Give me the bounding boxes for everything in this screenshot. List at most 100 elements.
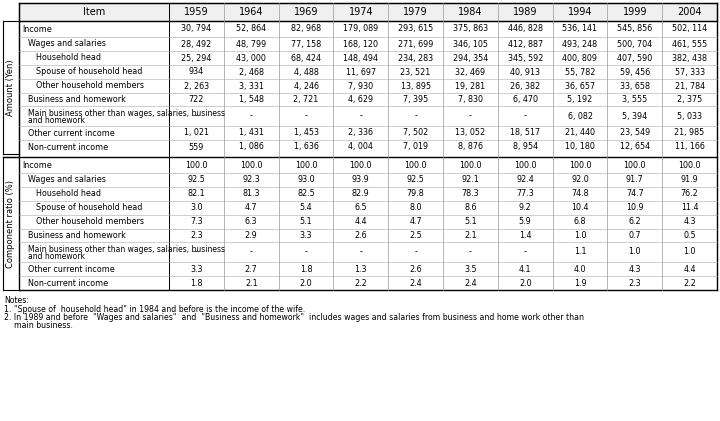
- Text: 3.0: 3.0: [190, 203, 202, 213]
- Text: 77, 158: 77, 158: [291, 40, 321, 48]
- Text: -: -: [359, 248, 362, 256]
- Text: 82.9: 82.9: [352, 189, 369, 198]
- Text: 1.0: 1.0: [683, 248, 696, 256]
- Text: 5, 192: 5, 192: [567, 95, 593, 104]
- Text: 68, 424: 68, 424: [291, 53, 321, 62]
- Text: 2.6: 2.6: [354, 231, 367, 240]
- Text: 1984: 1984: [458, 7, 482, 17]
- Text: 8.6: 8.6: [464, 203, 477, 213]
- Text: -: -: [523, 248, 526, 256]
- Text: 412, 887: 412, 887: [508, 40, 543, 48]
- Text: 2.1: 2.1: [245, 279, 258, 288]
- Text: 55, 782: 55, 782: [564, 67, 595, 77]
- Text: and homework: and homework: [28, 116, 85, 125]
- Text: 2.5: 2.5: [409, 231, 422, 240]
- Text: 4, 004: 4, 004: [348, 142, 373, 152]
- Text: 234, 283: 234, 283: [398, 53, 433, 62]
- Text: -: -: [414, 112, 417, 120]
- Text: Household head: Household head: [36, 53, 101, 62]
- Text: 25, 294: 25, 294: [181, 53, 212, 62]
- Text: 461, 555: 461, 555: [672, 40, 707, 48]
- Text: 1.8: 1.8: [300, 264, 312, 274]
- Text: 2, 336: 2, 336: [348, 128, 373, 138]
- Text: 1, 636: 1, 636: [294, 142, 318, 152]
- Text: 1964: 1964: [239, 7, 264, 17]
- Text: 168, 120: 168, 120: [343, 40, 378, 48]
- Text: 92.4: 92.4: [516, 176, 534, 184]
- Text: 82.1: 82.1: [188, 189, 205, 198]
- Text: 536, 141: 536, 141: [562, 24, 598, 34]
- Text: 9.2: 9.2: [519, 203, 531, 213]
- Text: 722: 722: [189, 95, 204, 104]
- Text: 7, 395: 7, 395: [403, 95, 428, 104]
- Text: 92.1: 92.1: [462, 176, 480, 184]
- Text: 1.0: 1.0: [574, 231, 586, 240]
- Text: 33, 658: 33, 658: [620, 82, 649, 91]
- Text: 93.0: 93.0: [297, 176, 315, 184]
- Text: Notes:: Notes:: [4, 296, 29, 305]
- Text: 10, 180: 10, 180: [565, 142, 595, 152]
- Text: 82.5: 82.5: [297, 189, 315, 198]
- Text: Item: Item: [83, 7, 105, 17]
- Text: Spouse of household head: Spouse of household head: [36, 67, 143, 77]
- Bar: [19, 3, 717, 21]
- Text: Wages and salaries: Wages and salaries: [28, 176, 106, 184]
- Text: 4, 488: 4, 488: [294, 67, 318, 77]
- Text: 2.9: 2.9: [245, 231, 258, 240]
- Text: 4, 629: 4, 629: [348, 95, 374, 104]
- Text: 3, 331: 3, 331: [239, 82, 264, 91]
- Text: 3.5: 3.5: [464, 264, 477, 274]
- Text: 1989: 1989: [513, 7, 537, 17]
- Text: 0.5: 0.5: [683, 231, 696, 240]
- Text: 36, 657: 36, 657: [565, 82, 595, 91]
- Text: 57, 333: 57, 333: [675, 67, 705, 77]
- Text: Business and homework: Business and homework: [28, 231, 126, 240]
- Text: 10.9: 10.9: [626, 203, 644, 213]
- Text: 148, 494: 148, 494: [343, 53, 378, 62]
- Text: 345, 592: 345, 592: [508, 53, 543, 62]
- Text: Income: Income: [22, 160, 52, 170]
- Text: Household head: Household head: [36, 189, 101, 198]
- Text: 19, 281: 19, 281: [455, 82, 485, 91]
- Text: 4.4: 4.4: [683, 264, 696, 274]
- Text: 81.3: 81.3: [243, 189, 260, 198]
- Text: -: -: [250, 248, 253, 256]
- Text: 26, 382: 26, 382: [510, 82, 540, 91]
- Text: 2.2: 2.2: [683, 279, 696, 288]
- Text: 1. "Spouse of  household head" in 1984 and before is the income of the wife.: 1. "Spouse of household head" in 1984 an…: [4, 304, 305, 314]
- Text: 6.2: 6.2: [629, 218, 641, 226]
- Text: 1, 086: 1, 086: [239, 142, 264, 152]
- Text: 100.0: 100.0: [459, 160, 482, 170]
- Text: 5, 394: 5, 394: [622, 112, 647, 120]
- Text: Other household members: Other household members: [36, 218, 144, 226]
- Text: 375, 863: 375, 863: [453, 24, 488, 34]
- Text: 100.0: 100.0: [624, 160, 646, 170]
- Text: 5.1: 5.1: [464, 218, 477, 226]
- Text: 934: 934: [189, 67, 204, 77]
- Text: 23, 549: 23, 549: [620, 128, 650, 138]
- Text: 5.4: 5.4: [300, 203, 312, 213]
- Text: main business.: main business.: [4, 322, 73, 330]
- Text: Other current income: Other current income: [28, 264, 114, 274]
- Text: 77.3: 77.3: [516, 189, 534, 198]
- Text: Other current income: Other current income: [28, 128, 114, 138]
- Text: 11, 697: 11, 697: [346, 67, 376, 77]
- Text: 2, 468: 2, 468: [239, 67, 264, 77]
- Text: 10.4: 10.4: [571, 203, 589, 213]
- Text: -: -: [305, 248, 307, 256]
- Text: 2.6: 2.6: [409, 264, 422, 274]
- Text: 78.3: 78.3: [462, 189, 480, 198]
- Text: 6.8: 6.8: [574, 218, 586, 226]
- Text: 7, 502: 7, 502: [403, 128, 428, 138]
- Text: 18, 517: 18, 517: [510, 128, 540, 138]
- Text: Non-current income: Non-current income: [28, 279, 108, 288]
- Text: 6.3: 6.3: [245, 218, 258, 226]
- Text: 1, 021: 1, 021: [184, 128, 209, 138]
- Text: 100.0: 100.0: [349, 160, 372, 170]
- Text: Main business other than wages, salaries, business: Main business other than wages, salaries…: [28, 245, 225, 253]
- Text: 100.0: 100.0: [678, 160, 701, 170]
- Text: 7, 019: 7, 019: [403, 142, 428, 152]
- Text: 3, 555: 3, 555: [622, 95, 647, 104]
- Text: 92.5: 92.5: [187, 176, 205, 184]
- Text: 2, 263: 2, 263: [184, 82, 209, 91]
